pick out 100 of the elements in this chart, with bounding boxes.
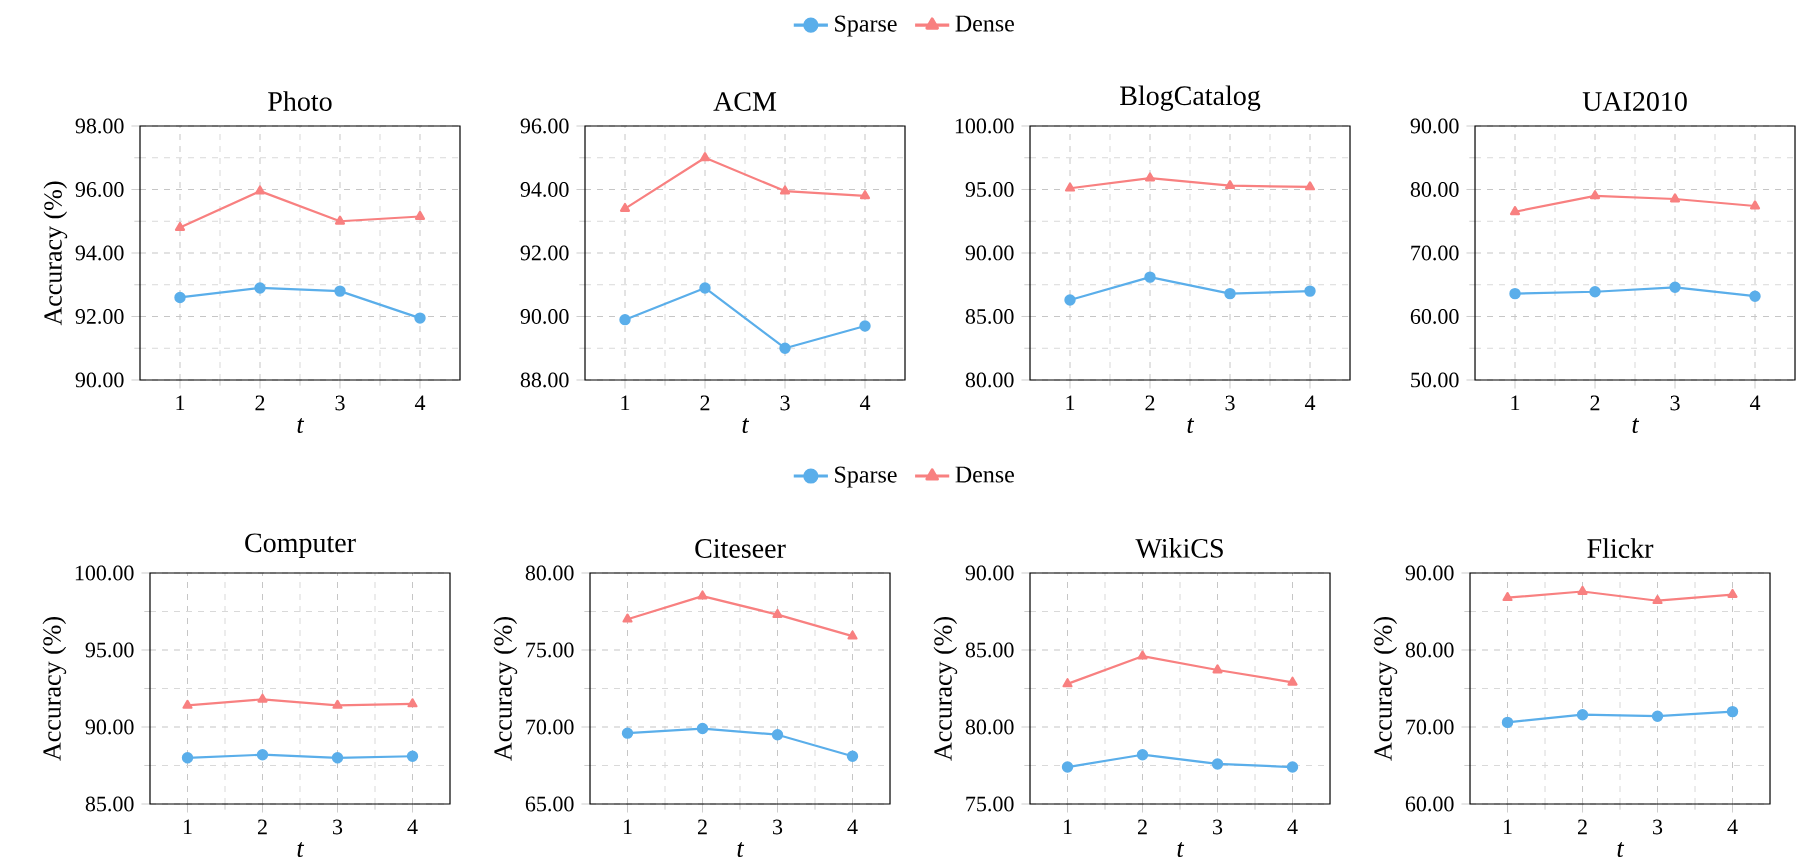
x-tick-label: 3 <box>773 819 783 835</box>
x-tick-label: 4 <box>859 395 871 411</box>
point <box>1589 190 1601 200</box>
x-tick-label: 4 <box>1749 395 1761 411</box>
x-tick-label: 2 <box>1137 819 1147 835</box>
chart-title: Flickr <box>1587 538 1654 558</box>
point <box>1589 286 1601 298</box>
point <box>334 285 346 297</box>
point <box>1287 676 1298 686</box>
point <box>1502 591 1513 602</box>
point <box>1501 716 1514 729</box>
y-tick-label: 100.00 <box>75 565 134 581</box>
x-axis-title: t <box>1177 842 1185 857</box>
x-tick-label: 2 <box>697 819 707 835</box>
point <box>1749 290 1761 302</box>
point <box>1064 294 1076 306</box>
point <box>1669 193 1681 203</box>
x-tick-label: 4 <box>1727 819 1738 835</box>
y-tick-label: 50.00 <box>1411 372 1459 388</box>
point <box>1651 710 1664 722</box>
x-tick-label: 1 <box>1511 395 1520 411</box>
y-tick-label: 90.00 <box>1405 565 1454 581</box>
point <box>619 202 631 212</box>
point <box>414 210 426 220</box>
point <box>1224 287 1236 300</box>
x-axis-title: t <box>297 418 305 433</box>
point <box>1576 708 1589 721</box>
x-tick-label: 3 <box>335 395 345 411</box>
point <box>254 185 266 195</box>
y-tick-label: 60.00 <box>1405 796 1454 812</box>
y-tick-label: 95.00 <box>965 182 1014 197</box>
point <box>1144 172 1156 182</box>
point <box>1652 595 1663 605</box>
x-tick-label: 2 <box>1577 819 1587 835</box>
x-tick-label: 1 <box>1503 819 1512 835</box>
y-tick-label: 90.00 <box>85 719 134 735</box>
x-tick-label: 1 <box>1066 395 1075 411</box>
point <box>1726 705 1739 718</box>
x-tick-label: 3 <box>333 819 343 835</box>
point <box>1304 285 1316 297</box>
y-axis-title: Accuracy (%) <box>1373 617 1398 761</box>
y-tick-label: 80.00 <box>965 372 1014 388</box>
y-tick-label: 94.00 <box>75 245 124 261</box>
x-tick-label: 1 <box>176 395 185 411</box>
x-axis-title: t <box>1632 418 1640 433</box>
x-tick-label: 4 <box>1287 819 1298 835</box>
y-tick-label: 85.00 <box>85 796 134 812</box>
x-tick-label: 2 <box>255 395 265 411</box>
x-axis-title: t <box>297 842 305 857</box>
y-tick-label: 70.00 <box>1411 245 1459 261</box>
chart-title: Photo <box>268 91 332 111</box>
y-tick-label: 75.00 <box>526 642 574 658</box>
y-tick-label: 95.00 <box>85 642 134 658</box>
y-tick-label: 70.00 <box>1406 719 1454 735</box>
y-tick-label: 90.00 <box>520 309 569 324</box>
y-tick-label: 100.00 <box>955 118 1014 134</box>
legend-label: Sparse <box>835 466 897 488</box>
point <box>772 608 783 618</box>
point <box>1137 650 1148 660</box>
chart-title: UAI2010 <box>1582 92 1687 111</box>
point <box>699 152 711 162</box>
point <box>1062 678 1073 688</box>
x-axis-title: t <box>742 418 750 433</box>
point <box>1211 758 1224 770</box>
y-tick-label: 65.00 <box>525 796 574 812</box>
y-tick-label: 88.00 <box>520 372 569 388</box>
point <box>1136 749 1149 761</box>
y-tick-label: 85.00 <box>965 309 1014 324</box>
point <box>1212 664 1223 674</box>
point <box>779 342 791 354</box>
point <box>699 282 711 294</box>
y-tick-label: 90.00 <box>965 565 1014 581</box>
y-axis-title: Accuracy (%) <box>933 617 958 761</box>
point <box>174 291 186 304</box>
y-tick-label: 92.00 <box>75 309 124 324</box>
point <box>859 320 871 332</box>
x-tick-label: 3 <box>1653 819 1663 835</box>
x-tick-label: 3 <box>1225 395 1235 411</box>
point <box>1286 761 1299 773</box>
point <box>1224 179 1236 190</box>
y-axis-title: Accuracy (%) <box>42 617 67 761</box>
point <box>174 221 186 232</box>
chart-title: Computer <box>245 533 356 558</box>
x-tick-label: 3 <box>780 395 790 411</box>
y-tick-label: 80.00 <box>965 719 1014 735</box>
chart-title: WikiCS <box>1135 538 1223 558</box>
point <box>254 282 266 294</box>
point <box>859 190 871 200</box>
point <box>1669 281 1681 293</box>
legend-label: Sparse <box>835 15 897 37</box>
point <box>1509 206 1521 216</box>
y-tick-label: 90.00 <box>1410 118 1459 134</box>
point <box>696 722 709 735</box>
x-tick-label: 3 <box>1670 395 1680 411</box>
y-axis-title: Accuracy (%) <box>493 617 518 761</box>
x-tick-label: 4 <box>1304 395 1316 411</box>
y-tick-label: 60.00 <box>1410 309 1459 324</box>
y-tick-label: 75.00 <box>966 796 1014 812</box>
point <box>1304 181 1316 191</box>
point <box>1577 585 1588 595</box>
